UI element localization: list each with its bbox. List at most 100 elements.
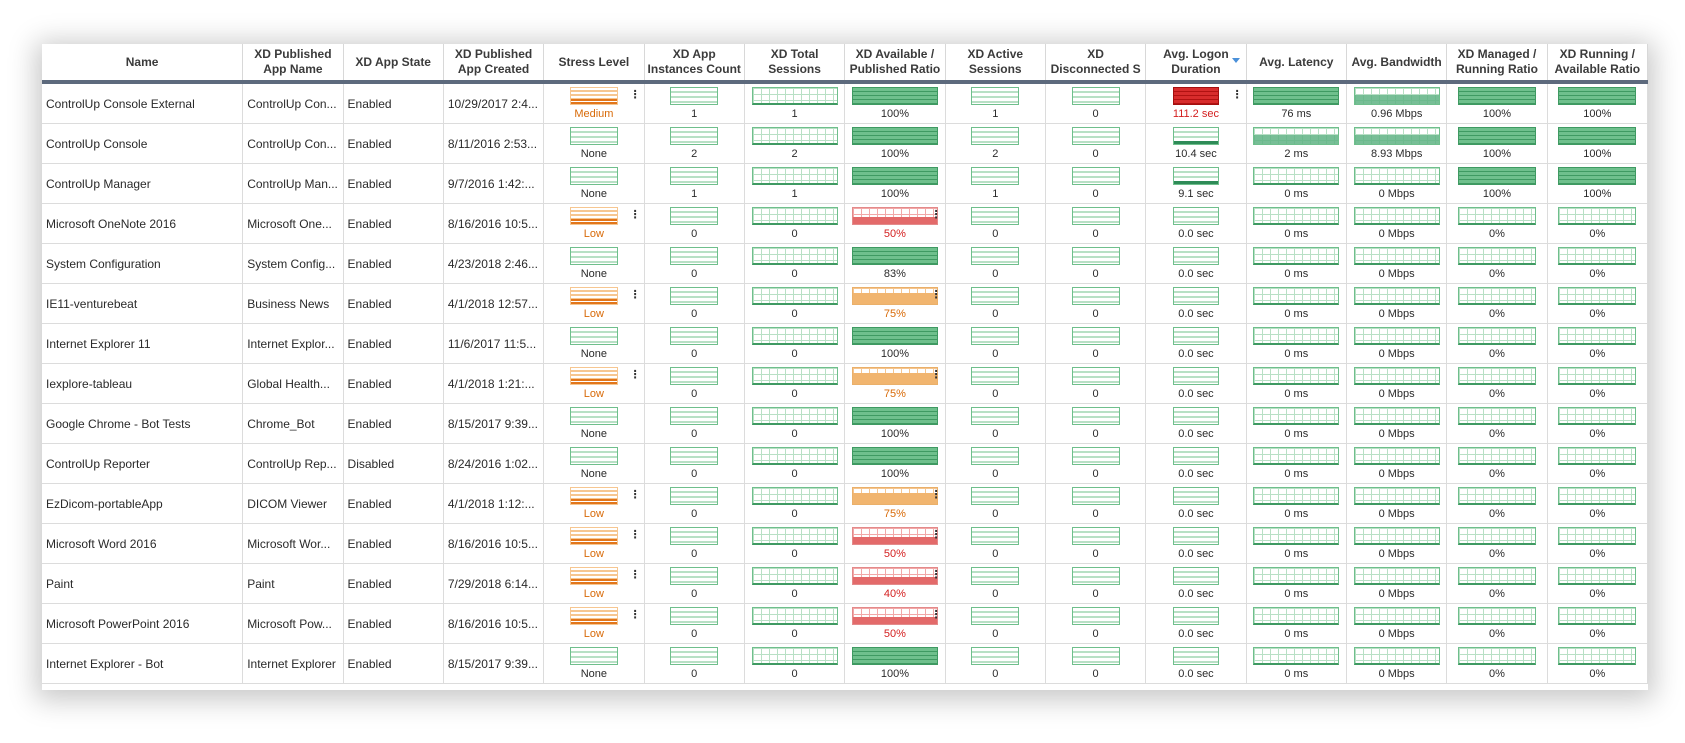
metric-cell-total: 0 — [744, 643, 846, 684]
cell-name: Microsoft OneNote 2016 — [42, 203, 244, 244]
column-header-state[interactable]: XD App State — [343, 44, 444, 84]
column-header-label: Avg. Bandwidth — [1351, 54, 1442, 69]
metric-cell-inst: 0 — [644, 203, 745, 244]
more-options-icon[interactable]: ⋮ — [629, 489, 641, 501]
column-header-name[interactable]: Name — [42, 44, 244, 84]
value-mr: 0% — [1489, 548, 1505, 560]
more-options-icon[interactable]: ⋮ — [930, 529, 942, 541]
value-bw: 0 Mbps — [1378, 348, 1415, 360]
sparkline-active — [971, 167, 1020, 185]
more-options-icon[interactable]: ⋮ — [629, 569, 641, 581]
metric-cell-total: 0 — [744, 563, 846, 604]
metric-cell-disc: 0 — [1045, 643, 1147, 684]
sparkline-bw — [1353, 567, 1440, 585]
sparkline-disc — [1071, 207, 1120, 225]
metric-cell-ra: 0% — [1547, 603, 1648, 644]
sparkline-bw — [1353, 327, 1440, 345]
more-options-icon[interactable]: ⋮ — [629, 369, 641, 381]
more-options-icon[interactable]: ⋮ — [930, 289, 942, 301]
metric-cell-total: 1 — [744, 82, 846, 124]
column-header-active[interactable]: XD Active Sessions — [945, 44, 1046, 84]
table-row[interactable]: Microsoft Word 2016 Microsoft Wor... Enabl… — [42, 523, 1648, 564]
value-ratio: 100% — [880, 108, 909, 120]
value-inst: 0 — [691, 468, 698, 480]
more-options-icon[interactable]: ⋮ — [930, 369, 942, 381]
sparkline-total — [751, 247, 838, 265]
table-row[interactable]: Iexplore-tableau Global Health... Enabled 4… — [42, 363, 1648, 404]
more-options-icon[interactable]: ⋮ — [930, 609, 942, 621]
more-options-icon[interactable]: ⋮ — [629, 289, 641, 301]
column-header-created[interactable]: XD Published App Created — [443, 44, 545, 84]
column-header-lat[interactable]: Avg. Latency — [1246, 44, 1347, 84]
more-options-icon[interactable]: ⋮ — [629, 209, 641, 221]
metric-cell-active: 0 — [945, 563, 1046, 604]
table-row[interactable]: Microsoft PowerPoint 2016 Microsoft Pow..… — [42, 603, 1648, 644]
more-options-icon[interactable]: ⋮ — [629, 609, 641, 621]
cell-name: ControlUp Manager — [42, 163, 244, 204]
value-disc: 0 — [1092, 468, 1099, 480]
metric-cell-inst: 2 — [644, 123, 745, 164]
column-header-pub[interactable]: XD Published App Name — [242, 44, 344, 84]
column-header-ratio[interactable]: XD Available / Published Ratio — [844, 44, 946, 84]
table-row[interactable]: Internet Explorer - Bot Internet Explorer… — [42, 643, 1648, 684]
metric-cell-lat: 0 ms — [1246, 563, 1347, 604]
table-row[interactable]: Microsoft OneNote 2016 Microsoft One... En… — [42, 203, 1648, 244]
metric-cell-bw: 0 Mbps — [1346, 323, 1448, 364]
value-active: 0 — [992, 588, 999, 600]
metric-cell-stress: Low ⋮ — [543, 283, 645, 324]
metric-cell-lat: 76 ms — [1246, 82, 1347, 124]
table-row[interactable]: IE11-venturebeat Business News Enabled 4/1/… — [42, 283, 1648, 324]
value-active: 0 — [992, 268, 999, 280]
sparkline-ra — [1558, 87, 1637, 105]
sparkline-lat — [1253, 247, 1340, 265]
more-options-icon[interactable]: ⋮ — [1231, 89, 1243, 101]
column-header-stress[interactable]: Stress Level — [543, 44, 645, 84]
table-row[interactable]: Google Chrome - Bot Tests Chrome_Bot Enabl… — [42, 403, 1648, 444]
column-header-logon[interactable]: Avg. Logon Duration — [1145, 44, 1247, 84]
sparkline-ra — [1558, 407, 1637, 425]
sparkline-bw — [1353, 487, 1440, 505]
metric-cell-total: 0 — [744, 323, 846, 364]
sparkline-ra — [1558, 527, 1637, 545]
value-ra: 100% — [1583, 148, 1612, 160]
value-lat: 0 ms — [1284, 308, 1309, 320]
cell-pub: Internet Explorer — [242, 643, 344, 684]
metric-cell-inst: 0 — [644, 523, 745, 564]
more-options-icon[interactable]: ⋮ — [629, 89, 641, 101]
table-row[interactable]: ControlUp Console External ControlUp Con.… — [42, 82, 1648, 124]
cell-pub: Internet Explor... — [242, 323, 344, 364]
sparkline-active — [971, 567, 1020, 585]
column-header-bw[interactable]: Avg. Bandwidth — [1346, 44, 1448, 84]
column-header-mr[interactable]: XD Managed / Running Ratio — [1446, 44, 1548, 84]
table-row[interactable]: System Configuration System Config... Enab… — [42, 243, 1648, 284]
column-header-inst[interactable]: XD App Instances Count — [644, 44, 745, 84]
table-row[interactable]: Paint Paint Enabled 7/29/2018 6:14... Low ⋮ 0 0… — [42, 563, 1648, 604]
more-options-icon[interactable]: ⋮ — [930, 209, 942, 221]
sparkline-inst — [670, 167, 719, 185]
table-row[interactable]: ControlUp Reporter ControlUp Rep... Disabl… — [42, 443, 1648, 484]
value-total: 0 — [791, 388, 798, 400]
column-header-ra[interactable]: XD Running / Available Ratio — [1547, 44, 1648, 84]
table-row[interactable]: EzDicom-portableApp DICOM Viewer Enabled 4/… — [42, 483, 1648, 524]
column-header-total[interactable]: XD Total Sessions — [744, 44, 846, 84]
table-row[interactable]: ControlUp Console ControlUp Con... Enabled… — [42, 123, 1648, 164]
column-header-disc[interactable]: XD Disconnected S — [1045, 44, 1147, 84]
table-row[interactable]: Internet Explorer 11 Internet Explor... En… — [42, 323, 1648, 364]
sparkline-lat — [1253, 327, 1340, 345]
more-options-icon[interactable]: ⋮ — [629, 529, 641, 541]
value-logon: 0.0 sec — [1178, 468, 1214, 480]
value-ratio: 83% — [883, 268, 906, 280]
metric-cell-ratio: 100% — [844, 323, 946, 364]
more-options-icon[interactable]: ⋮ — [930, 569, 942, 581]
table-row[interactable]: ControlUp Manager ControlUp Man... Enabled… — [42, 163, 1648, 204]
metric-cell-total: 0 — [744, 203, 846, 244]
metric-cell-ra: 0% — [1547, 363, 1648, 404]
sparkline-lat — [1253, 447, 1340, 465]
cell-state: Enabled — [343, 323, 444, 364]
value-mr: 0% — [1489, 508, 1505, 520]
value-bw: 0.96 Mbps — [1370, 108, 1423, 120]
sparkline-inst — [670, 527, 719, 545]
more-options-icon[interactable]: ⋮ — [930, 489, 942, 501]
sparkline-stress — [569, 167, 618, 185]
value-bw: 0 Mbps — [1378, 308, 1415, 320]
